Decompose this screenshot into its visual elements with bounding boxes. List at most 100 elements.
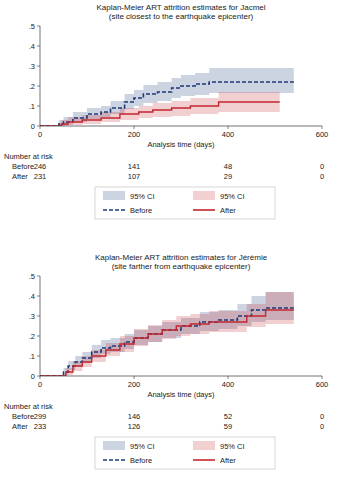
x-tick-label: 0 — [38, 380, 42, 389]
x-tick — [228, 126, 229, 129]
risk-count: 126 — [128, 422, 141, 431]
legend-ci-swatch — [103, 441, 125, 450]
y-tick — [37, 86, 40, 87]
y-tick-label: .3 — [29, 312, 35, 321]
risk-count: 231 — [34, 172, 47, 181]
legend-label: Before — [130, 206, 152, 215]
y-tick-label: .4 — [29, 42, 35, 51]
y-tick — [37, 376, 40, 377]
subtitle: (site farther from earthquake epicenter) — [112, 262, 251, 271]
x-tick-label: 400 — [222, 380, 235, 389]
legend-box — [95, 187, 275, 219]
x-tick — [40, 126, 41, 129]
legend-box — [95, 437, 275, 469]
risk-count: 107 — [128, 172, 141, 181]
y-tick — [37, 66, 40, 67]
legend-ci-swatch — [193, 191, 215, 200]
x-tick-label: 0 — [38, 130, 42, 139]
risk-count: 246 — [34, 162, 47, 171]
y-axis — [40, 276, 41, 376]
legend-line-swatch — [103, 459, 125, 461]
x-tick — [134, 126, 135, 129]
risk-row-label: Before — [12, 412, 34, 421]
ci-band — [40, 92, 280, 126]
x-tick — [228, 376, 229, 379]
risk-count: 0 — [320, 412, 324, 421]
risk-count: 146 — [128, 412, 141, 421]
x-tick — [322, 126, 323, 129]
y-tick-label: 0 — [31, 122, 35, 131]
y-tick — [37, 126, 40, 127]
y-tick — [37, 106, 40, 107]
subtitle: (site closest to the earthquake epicente… — [109, 12, 254, 21]
legend: 95% CI Before 95% CI After — [95, 437, 275, 469]
plot-area — [40, 292, 294, 376]
risk-count: 0 — [320, 172, 324, 181]
km-curve — [40, 308, 294, 376]
risk-count: 59 — [224, 422, 232, 431]
y-tick — [37, 316, 40, 317]
legend-label: After — [220, 456, 236, 465]
y-tick — [37, 276, 40, 277]
risk-count: 52 — [224, 412, 232, 421]
risk-count: 0 — [320, 162, 324, 171]
x-tick-label: 400 — [222, 130, 235, 139]
plot-area — [40, 67, 294, 126]
x-axis — [40, 376, 322, 377]
y-tick — [37, 356, 40, 357]
y-tick-label: .1 — [29, 352, 35, 361]
x-tick — [322, 376, 323, 379]
y-tick-label: .2 — [29, 82, 35, 91]
risk-row-label: After — [12, 422, 28, 431]
panel: Kaplan-Meier ART attrition estimates for… — [4, 3, 328, 219]
risk-count: 233 — [34, 422, 47, 431]
x-axis-label: Analysis time (days) — [147, 390, 215, 399]
legend-line-swatch — [103, 209, 125, 211]
legend-label: 95% CI — [130, 442, 155, 451]
y-axis — [40, 26, 41, 126]
ci-band — [40, 292, 294, 376]
ci-band — [40, 67, 294, 126]
x-tick — [134, 376, 135, 379]
legend-line-swatch — [193, 459, 215, 461]
x-tick-label: 600 — [316, 130, 329, 139]
risk-count: 299 — [34, 412, 47, 421]
y-tick — [37, 26, 40, 27]
y-tick — [37, 336, 40, 337]
y-tick-label: 0 — [31, 372, 35, 381]
risk-table-title: Number at risk — [4, 152, 53, 161]
legend-label: 95% CI — [130, 192, 155, 201]
legend-label: Before — [130, 456, 152, 465]
figure: Kaplan-Meier ART attrition estimates for… — [0, 0, 355, 500]
x-tick-label: 200 — [128, 380, 141, 389]
risk-count: 29 — [224, 172, 232, 181]
y-tick-label: .5 — [29, 22, 35, 31]
y-tick — [37, 296, 40, 297]
legend: 95% CI Before 95% CI After — [95, 187, 275, 219]
legend-label: After — [220, 206, 236, 215]
panel: Kaplan-Meier ART attrition estimates for… — [4, 253, 328, 469]
risk-count: 0 — [320, 422, 324, 431]
y-tick-label: .3 — [29, 62, 35, 71]
risk-count: 141 — [128, 162, 141, 171]
legend-label: 95% CI — [220, 192, 245, 201]
title: Kaplan-Meier ART attrition estimates for… — [95, 253, 268, 262]
legend-line-swatch — [193, 209, 215, 211]
risk-row-label: Before — [12, 162, 34, 171]
y-tick-label: .4 — [29, 292, 35, 301]
y-tick-label: .5 — [29, 272, 35, 281]
x-tick — [40, 376, 41, 379]
legend-label: 95% CI — [220, 442, 245, 451]
risk-count: 48 — [224, 162, 232, 171]
ci-band — [40, 292, 294, 376]
y-tick — [37, 46, 40, 47]
x-tick-label: 600 — [316, 380, 329, 389]
risk-row-label: After — [12, 172, 28, 181]
legend-ci-swatch — [103, 191, 125, 200]
y-tick-label: .2 — [29, 332, 35, 341]
km-curve — [40, 82, 294, 126]
title: Kaplan-Meier ART attrition estimates for… — [96, 3, 265, 12]
x-axis — [40, 126, 322, 127]
x-axis-label: Analysis time (days) — [147, 140, 215, 149]
legend-ci-swatch — [193, 441, 215, 450]
